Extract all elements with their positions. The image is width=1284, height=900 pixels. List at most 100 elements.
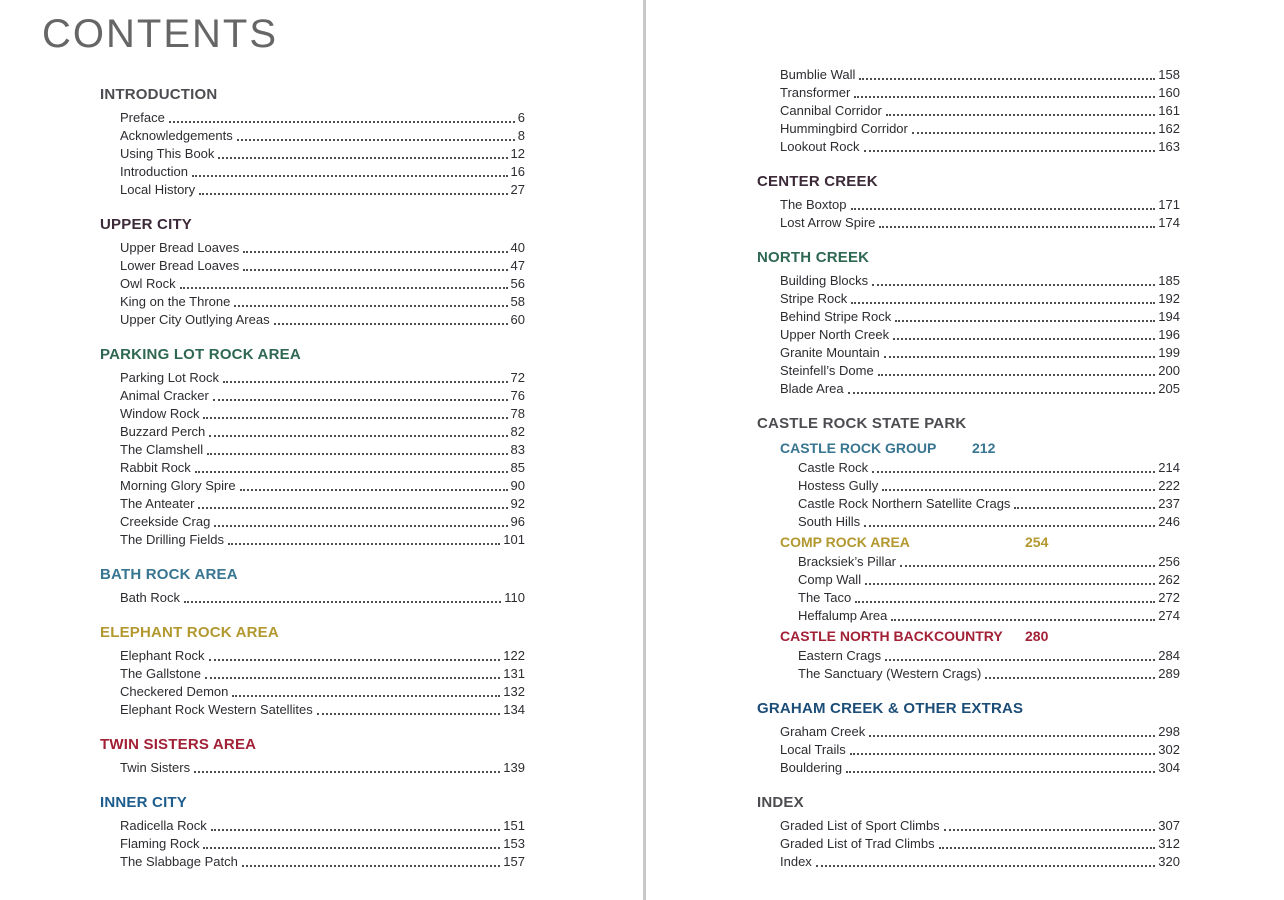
toc-row: The Boxtop 171 — [757, 196, 1180, 214]
toc-page-number: 237 — [1158, 496, 1180, 511]
toc-row: Bumblie Wall 158 — [757, 66, 1180, 84]
toc-row: Radicella Rock 151 — [100, 817, 525, 835]
dotted-leader — [847, 392, 1156, 394]
toc-entry-title: Transformer — [780, 85, 851, 100]
toc-entry-title: Steinfell’s Dome — [780, 363, 874, 378]
toc-entry-title: Building Blocks — [780, 273, 869, 288]
toc-entry-title: Animal Cracker — [120, 388, 209, 403]
toc-row: Morning Glory Spire 90 — [100, 477, 525, 495]
toc-row: Graded List of Trad Climbs 312 — [757, 835, 1180, 853]
toc-row: Rabbit Rock 85 — [100, 459, 525, 477]
toc-entry-title: Castle Rock Northern Satellite Crags — [798, 496, 1011, 511]
toc-page-number: 12 — [510, 146, 525, 161]
toc-page-number: 298 — [1158, 724, 1180, 739]
toc-section: CENTER CREEK The Boxtop 171 Lost Arrow Spir… — [757, 172, 1180, 232]
toc-entry-title: Bumblie Wall — [780, 67, 856, 82]
toc-row: Comp Wall 262 — [757, 571, 1180, 589]
toc-continuation: Bumblie Wall 158 Transformer 160 Cannibal Co… — [757, 66, 1180, 156]
right-column: Bumblie Wall 158 Transformer 160 Cannibal Co… — [646, 0, 1180, 871]
toc-entry-title: Preface — [120, 110, 165, 125]
toc-page-number: 274 — [1158, 608, 1180, 623]
dotted-leader — [241, 865, 501, 867]
toc-entry-title: Lower Bread Loaves — [120, 258, 240, 273]
toc-page-number: 196 — [1158, 327, 1180, 342]
toc-page-number: 151 — [503, 818, 525, 833]
toc-entry-title: The Boxtop — [780, 197, 847, 212]
toc-entry-title: Graded List of Trad Climbs — [780, 836, 935, 851]
toc-page-number: 174 — [1158, 215, 1180, 230]
toc-row: Parking Lot Rock 72 — [100, 369, 525, 387]
toc-entry-title: Upper City Outlying Areas — [120, 312, 270, 327]
toc-page-number: 101 — [503, 532, 525, 547]
dotted-leader — [183, 601, 502, 603]
toc-row: Blade Area 205 — [757, 380, 1180, 398]
dotted-leader — [885, 659, 1156, 661]
toc-section: UPPER CITY Upper Bread Loaves 40 Lower Brea… — [100, 215, 525, 329]
subsection-heading: CASTLE NORTH BACKCOUNTRY 280 — [757, 626, 1180, 646]
toc-page-number: 302 — [1158, 742, 1180, 757]
toc-entry-title: Behind Stripe Rock — [780, 309, 892, 324]
section-heading: ELEPHANT ROCK AREA — [100, 624, 279, 641]
dotted-leader — [851, 302, 1156, 304]
toc-page-number: 214 — [1158, 460, 1180, 475]
toc-row: Elephant Rock Western Satellites 134 — [100, 701, 525, 719]
toc-row: Elephant Rock 122 — [100, 647, 525, 665]
toc-page-number: 192 — [1158, 291, 1180, 306]
toc-page-number: 85 — [510, 460, 525, 475]
dotted-leader — [1014, 507, 1156, 509]
toc-group: CASTLE ROCK STATE PARK CASTLE ROCK GROUP 2… — [757, 414, 1180, 683]
toc-page-number: 56 — [510, 276, 525, 291]
dotted-leader — [207, 453, 508, 455]
toc-entry-title: Rabbit Rock — [120, 460, 191, 475]
dotted-leader — [239, 489, 508, 491]
toc-entry-title: Bracksiek’s Pillar — [798, 554, 897, 569]
toc-page-number: 222 — [1158, 478, 1180, 493]
toc-page-number: 194 — [1158, 309, 1180, 324]
toc-entry-title: Granite Mountain — [780, 345, 880, 360]
toc-row: The Sanctuary (Western Crags) 289 — [757, 665, 1180, 683]
toc-entry-title: Hostess Gully — [798, 478, 879, 493]
toc-row: Lost Arrow Spire 174 — [757, 214, 1180, 232]
subsection-page-number: 212 — [972, 440, 996, 456]
toc-page-number: 246 — [1158, 514, 1180, 529]
toc-row: Using This Book 12 — [100, 145, 525, 163]
toc-row: Behind Stripe Rock 194 — [757, 308, 1180, 326]
toc-row: Lookout Rock 163 — [757, 138, 1180, 156]
section-heading: GRAHAM CREEK & OTHER EXTRAS — [757, 700, 1024, 717]
dotted-leader — [938, 847, 1156, 849]
toc-subsection: COMP ROCK AREA 254 Bracksiek’s Pillar 256 Co… — [757, 532, 1180, 625]
toc-page-number: 171 — [1158, 197, 1180, 212]
subsection-page-number: 254 — [1025, 534, 1049, 550]
toc-page-number: 200 — [1158, 363, 1180, 378]
toc-page-number: 40 — [510, 240, 525, 255]
subsection-heading: COMP ROCK AREA 254 — [757, 532, 1180, 552]
toc-entry-title: Eastern Crags — [798, 648, 882, 663]
toc-entry-title: Graham Creek — [780, 724, 866, 739]
dotted-leader — [911, 132, 1156, 134]
toc-entry-title: The Slabbage Patch — [120, 854, 238, 869]
toc-row: Steinfell’s Dome 200 — [757, 362, 1180, 380]
section-heading: INNER CITY — [100, 794, 188, 811]
toc-row: Hummingbird Corridor 162 — [757, 120, 1180, 138]
toc-page-number: 153 — [503, 836, 525, 851]
toc-page-number: 307 — [1158, 818, 1180, 833]
dotted-leader — [316, 713, 501, 715]
toc-entry-title: Blade Area — [780, 381, 844, 396]
toc-entry-title: The Gallstone — [120, 666, 201, 681]
toc-page-number: 8 — [517, 128, 525, 143]
toc-row: Eastern Crags 284 — [757, 647, 1180, 665]
toc-row: Twin Sisters 139 — [100, 759, 525, 777]
toc-row: Granite Mountain 199 — [757, 344, 1180, 362]
dotted-leader — [194, 471, 508, 473]
dotted-leader — [895, 320, 1156, 322]
dotted-leader — [849, 753, 1156, 755]
toc-entry-title: Comp Wall — [798, 572, 862, 587]
toc-entry-title: Bath Rock — [120, 590, 180, 605]
toc-row: Upper North Creek 196 — [757, 326, 1180, 344]
toc-entry-title: The Anteater — [120, 496, 195, 511]
toc-entry-title: King on the Throne — [120, 294, 231, 309]
toc-entry-title: The Clamshell — [120, 442, 204, 457]
section-heading: CASTLE ROCK STATE PARK — [757, 415, 967, 432]
toc-entry-title: Checkered Demon — [120, 684, 229, 699]
toc-page-number: 122 — [503, 648, 525, 663]
